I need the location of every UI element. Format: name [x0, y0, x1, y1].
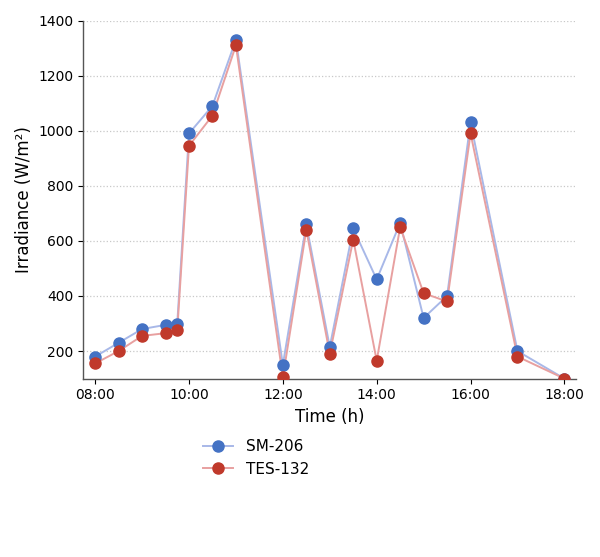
X-axis label: Time (h): Time (h) — [295, 408, 365, 426]
Legend: SM-206, TES-132: SM-206, TES-132 — [197, 433, 315, 483]
Y-axis label: Irradiance (W/m²): Irradiance (W/m²) — [15, 126, 33, 273]
